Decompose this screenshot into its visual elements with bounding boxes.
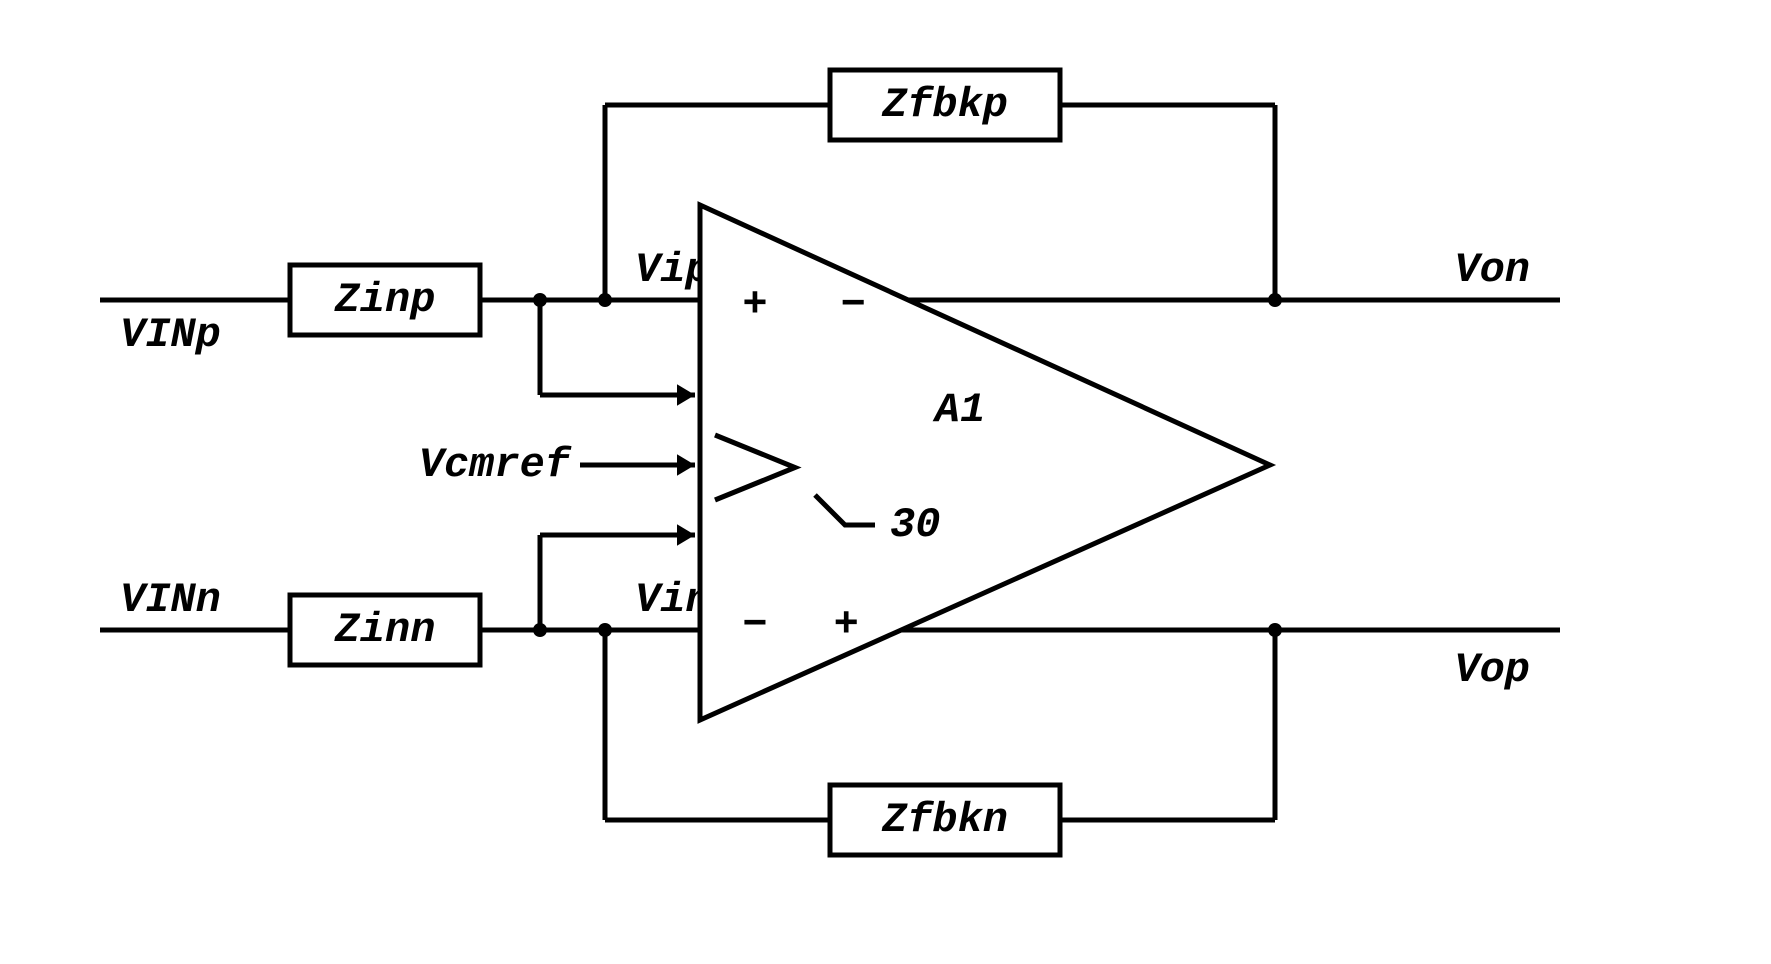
arrowhead-bot-icon [677, 524, 695, 546]
vcmref-label: Vcmref [419, 441, 572, 489]
plus-bottom-output: + [834, 601, 859, 649]
zfbkp-label: Zfbkp [881, 81, 1008, 129]
minus-top-output: − [841, 281, 866, 329]
vinp-label: VINp [120, 311, 221, 359]
von-label: Von [1454, 246, 1530, 294]
vop-label: Vop [1454, 646, 1530, 694]
arrowhead-top-icon [677, 384, 695, 406]
zinp-label: Zinp [334, 276, 436, 324]
ref30-label: 30 [890, 501, 940, 549]
vinn-label: VINn [120, 576, 221, 624]
a1-label: A1 [932, 386, 985, 434]
zinn-label: Zinn [334, 606, 436, 654]
zfbkn-label: Zfbkn [881, 796, 1008, 844]
arrowhead-mid-icon [677, 454, 695, 476]
plus-top-input: + [742, 281, 767, 329]
minus-bottom-input: − [742, 601, 767, 649]
